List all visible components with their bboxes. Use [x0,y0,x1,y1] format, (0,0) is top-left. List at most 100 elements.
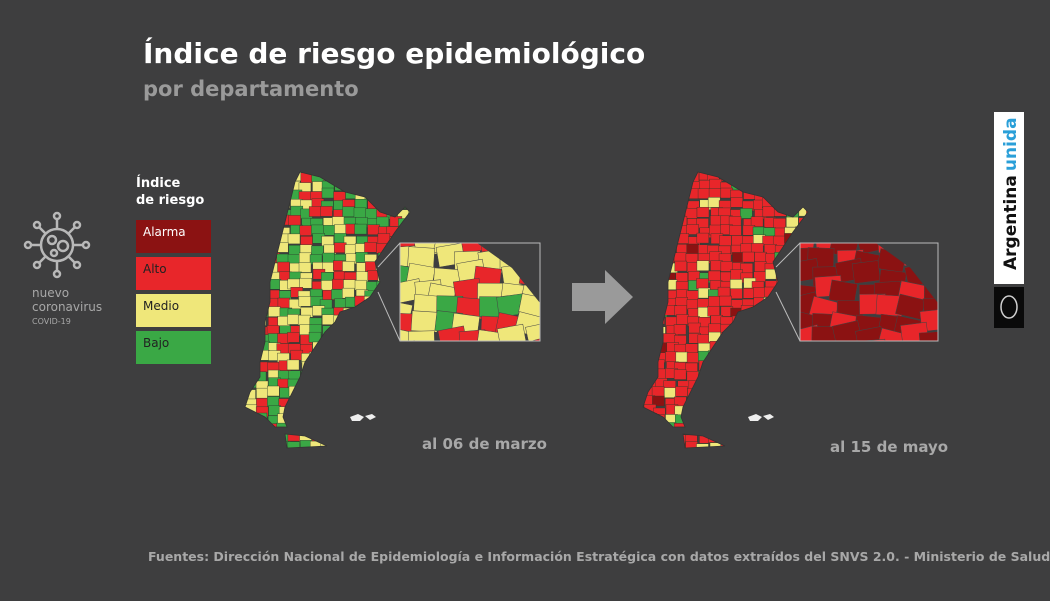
brand-text: Argentina unida [1001,117,1021,270]
department [267,385,280,397]
department [365,208,378,219]
badge-line: COVID-19 [32,317,71,326]
department [710,260,723,271]
department [334,298,347,309]
department [297,314,311,326]
department [288,215,301,226]
department [730,288,743,299]
department [729,279,743,290]
department [287,332,300,343]
department [320,206,333,217]
date-label: al 15 de mayo [830,438,948,456]
emblem-box [994,287,1024,328]
department [299,277,312,289]
department [696,206,710,218]
title: Índice de riesgo epidemiológico [143,36,645,70]
department [675,272,689,283]
department [342,261,355,272]
department [651,386,665,397]
islands [748,414,774,421]
department [696,232,710,244]
department [410,310,439,333]
department [286,359,300,371]
department [332,278,345,290]
zoom-line [377,291,401,342]
department [664,387,677,398]
department [322,314,335,325]
department [663,333,676,344]
department [267,396,280,407]
zoom-line [775,291,801,342]
department [364,242,377,253]
department [729,225,742,236]
department [730,197,744,208]
department [773,218,786,229]
department [750,216,764,227]
department [331,289,344,300]
department [851,260,881,284]
footer: Fuentes: Dirección Nacional de Epidemiol… [148,549,1050,564]
emblem [1000,295,1018,319]
department [717,286,731,298]
sea [875,243,938,303]
department [686,352,700,363]
legend-swatch [136,331,211,364]
department [354,223,367,235]
date-label: al 06 de marzo [422,435,547,453]
department [342,287,355,299]
legend-label: Bajo [143,336,169,350]
department [299,252,312,264]
department [342,206,355,218]
department [665,351,678,362]
department [334,224,347,235]
department [686,243,699,255]
islands [350,414,376,421]
legend-swatch [136,220,211,253]
department [334,242,347,253]
department [475,329,506,341]
department [740,208,753,219]
department [696,278,709,289]
department [786,216,799,228]
department [287,314,300,325]
arrow [572,270,633,324]
inset-frame [799,242,939,342]
department [354,279,368,291]
department [895,293,926,320]
virus-icon [23,211,91,279]
map-outline [642,171,809,449]
department [697,188,711,199]
department [367,224,380,235]
department [858,338,887,341]
department [696,260,710,271]
department [828,279,858,305]
department [754,261,767,272]
inset-frame [399,242,541,342]
department [708,270,721,282]
department [708,188,722,199]
department [277,261,290,273]
department [686,299,700,310]
department [256,387,269,399]
department [709,224,722,236]
department [674,260,688,272]
department [709,178,722,190]
department [290,349,304,361]
map-outline [244,171,411,449]
legend-swatch [136,294,211,327]
department [719,235,732,246]
zoom-line [377,242,401,268]
department [742,251,755,263]
department [321,280,334,291]
department [298,296,312,307]
department [298,262,312,273]
legend-swatch [136,257,211,290]
department [707,305,720,317]
department [686,290,699,301]
department [652,395,665,407]
subtitle: por departamento [143,77,359,101]
brand-word: Argentina [1001,175,1021,270]
legend-label: Alto [143,262,167,276]
department [708,296,721,307]
